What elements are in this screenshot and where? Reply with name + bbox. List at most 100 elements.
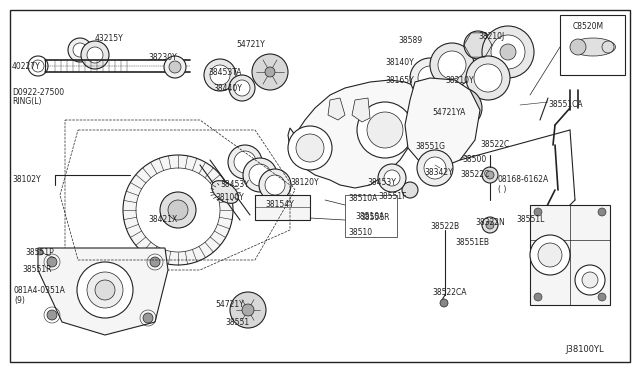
Circle shape	[570, 39, 586, 55]
Text: 38140Y: 38140Y	[385, 58, 413, 67]
Bar	[560, 15, 625, 75]
Text: 54721Y: 54721Y	[215, 300, 244, 309]
Polygon shape	[38, 248, 168, 335]
Bar	[530, 205, 610, 305]
Circle shape	[87, 272, 123, 308]
Circle shape	[47, 310, 57, 320]
Text: 38120Y: 38120Y	[290, 178, 319, 187]
Text: C8520M: C8520M	[573, 22, 604, 31]
Circle shape	[442, 88, 482, 128]
Text: J38100YL: J38100YL	[565, 345, 604, 354]
Text: 54721Y: 54721Y	[236, 40, 265, 49]
Circle shape	[160, 192, 196, 228]
Circle shape	[150, 257, 160, 267]
Circle shape	[598, 208, 606, 216]
Circle shape	[296, 134, 324, 162]
Circle shape	[234, 80, 250, 96]
Text: 38551L: 38551L	[516, 215, 545, 224]
Text: 38551EB: 38551EB	[455, 238, 489, 247]
Text: 54721YA: 54721YA	[432, 108, 465, 117]
Circle shape	[410, 58, 450, 98]
Text: 38440Y: 38440Y	[213, 84, 242, 93]
Circle shape	[164, 56, 186, 78]
Circle shape	[486, 171, 494, 179]
Circle shape	[168, 200, 188, 220]
Text: 38551P: 38551P	[25, 248, 54, 257]
Text: 38102Y: 38102Y	[12, 175, 40, 184]
Circle shape	[530, 235, 570, 275]
Circle shape	[482, 217, 498, 233]
Text: 38210Y: 38210Y	[445, 76, 474, 85]
Circle shape	[169, 61, 181, 73]
Text: D0922-27500: D0922-27500	[12, 88, 64, 97]
Circle shape	[534, 208, 542, 216]
Text: 38522CA: 38522CA	[432, 288, 467, 297]
Circle shape	[474, 64, 502, 92]
Circle shape	[143, 313, 153, 323]
Polygon shape	[288, 80, 425, 188]
Circle shape	[456, 102, 468, 114]
Text: ( ): ( )	[498, 185, 506, 194]
Circle shape	[243, 158, 277, 192]
Text: 38100Y: 38100Y	[215, 193, 244, 202]
Circle shape	[228, 145, 262, 179]
Circle shape	[582, 272, 598, 288]
Circle shape	[136, 168, 220, 252]
Polygon shape	[352, 98, 370, 122]
Circle shape	[68, 38, 92, 62]
Circle shape	[378, 164, 406, 192]
Text: 38510: 38510	[348, 228, 372, 237]
Circle shape	[357, 102, 413, 158]
Circle shape	[500, 44, 516, 60]
Circle shape	[482, 167, 498, 183]
Circle shape	[210, 65, 230, 85]
Circle shape	[252, 54, 288, 90]
Circle shape	[418, 66, 442, 90]
Circle shape	[37, 249, 43, 255]
Circle shape	[242, 304, 254, 316]
Text: 38551R: 38551R	[22, 265, 51, 274]
Polygon shape	[328, 98, 345, 120]
Text: 38453Y: 38453Y	[220, 180, 249, 189]
Circle shape	[424, 157, 446, 179]
Circle shape	[367, 112, 403, 148]
Text: 081A4-0351A: 081A4-0351A	[14, 286, 66, 295]
Circle shape	[259, 169, 291, 201]
Text: 43215Y: 43215Y	[95, 34, 124, 43]
Text: 38522C: 38522C	[460, 170, 489, 179]
Circle shape	[229, 75, 255, 101]
Text: 38154Y: 38154Y	[265, 200, 294, 209]
Circle shape	[204, 59, 236, 91]
Text: 38522B: 38522B	[430, 222, 459, 231]
Text: 38551: 38551	[225, 318, 249, 327]
Circle shape	[598, 293, 606, 301]
Ellipse shape	[570, 38, 616, 56]
Text: 38522C: 38522C	[480, 140, 509, 149]
Circle shape	[265, 175, 285, 195]
Circle shape	[486, 221, 494, 229]
Polygon shape	[405, 78, 480, 168]
Bar	[255, 195, 310, 220]
Circle shape	[73, 43, 87, 57]
Text: 40227Y: 40227Y	[12, 62, 41, 71]
Circle shape	[491, 35, 525, 69]
Text: 38421X: 38421X	[148, 215, 177, 224]
Circle shape	[438, 51, 466, 79]
Circle shape	[466, 56, 510, 100]
Circle shape	[417, 150, 453, 186]
Circle shape	[230, 292, 266, 328]
Text: 08168-6162A: 08168-6162A	[498, 175, 549, 184]
Text: 38510A: 38510A	[355, 212, 385, 221]
Circle shape	[602, 41, 614, 53]
Ellipse shape	[212, 181, 238, 203]
Circle shape	[402, 182, 418, 198]
Circle shape	[384, 170, 400, 186]
Text: 38500: 38500	[462, 155, 486, 164]
Circle shape	[534, 293, 542, 301]
Circle shape	[87, 47, 103, 63]
Circle shape	[77, 262, 133, 318]
Bar	[345, 195, 397, 237]
Text: RING(L): RING(L)	[12, 97, 42, 106]
Text: 38551CA: 38551CA	[548, 100, 582, 109]
Circle shape	[482, 26, 534, 78]
